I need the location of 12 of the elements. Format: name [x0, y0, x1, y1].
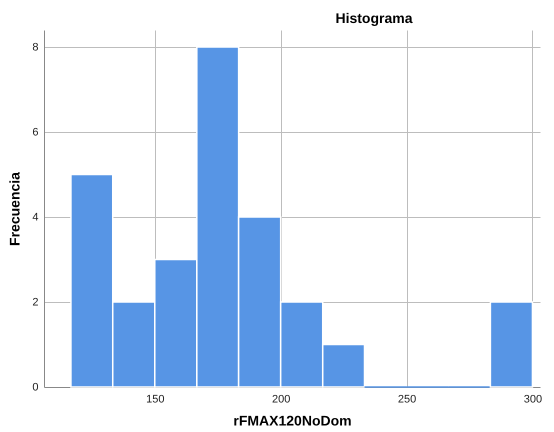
x-axis-title: rFMAX120NoDom [233, 412, 352, 428]
x-tick-label: 150 [146, 394, 164, 406]
x-tick-label: 200 [272, 394, 290, 406]
y-tick-label: 0 [32, 382, 38, 394]
y-tick-label: 2 [32, 296, 38, 308]
y-axis-title: Frecuencia [6, 172, 22, 246]
x-tick-label: 250 [398, 394, 416, 406]
y-tick-label: 6 [32, 126, 38, 138]
x-tick-label: 300 [524, 394, 542, 406]
y-tick-label: 4 [32, 212, 38, 224]
chart-title: Histograma [335, 10, 413, 26]
y-tick-label: 8 [32, 42, 38, 54]
